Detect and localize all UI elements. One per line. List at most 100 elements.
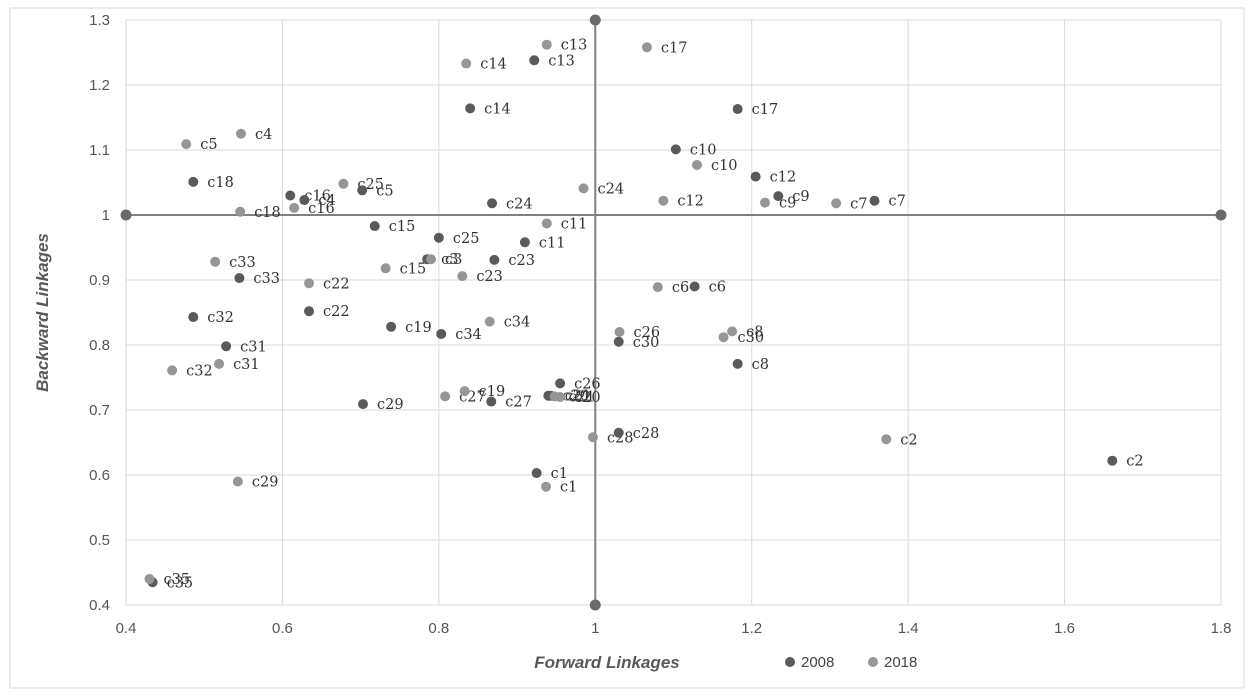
data-label: c21 xyxy=(565,389,592,405)
data-point-2008-c15 xyxy=(369,221,380,232)
data-label: c31 xyxy=(233,357,260,373)
data-point-2018-c27 xyxy=(440,391,451,402)
data-point-2018-c14 xyxy=(461,58,472,69)
data-label: c29 xyxy=(377,397,404,413)
data-label: c9 xyxy=(779,196,796,212)
data-point-2018-c8 xyxy=(727,326,738,337)
reference-lines xyxy=(120,14,1227,611)
data-label: c23 xyxy=(476,269,503,285)
data-point-2018-c3 xyxy=(426,254,437,265)
data-label: c31 xyxy=(240,339,267,355)
data-point-2008-c19 xyxy=(386,321,397,332)
data-points xyxy=(144,39,1118,588)
data-point-2008-c16 xyxy=(285,190,296,201)
x-tick-label: 1.6 xyxy=(1054,620,1075,637)
data-label: c7 xyxy=(850,196,867,212)
y-tick-label: 1.1 xyxy=(89,142,110,159)
data-label: c35 xyxy=(163,572,190,588)
x-tick-label: 1.8 xyxy=(1211,620,1232,637)
data-label: c8 xyxy=(752,357,769,373)
data-point-2008-c23 xyxy=(489,254,500,265)
data-label: c12 xyxy=(677,194,704,210)
data-label: c23 xyxy=(508,253,535,269)
data-label: c3 xyxy=(445,252,462,268)
data-point-2008-c17 xyxy=(732,104,743,115)
y-tick-label: 0.9 xyxy=(89,272,110,289)
data-label: c28 xyxy=(633,426,660,442)
data-label: c18 xyxy=(254,205,281,221)
data-label: c33 xyxy=(253,271,280,287)
data-label: c32 xyxy=(186,363,213,379)
data-point-2018-c5 xyxy=(181,139,192,150)
chart-border xyxy=(9,7,1245,689)
data-label: c11 xyxy=(561,216,588,232)
data-label: c6 xyxy=(709,280,726,296)
reference-line-end-marker xyxy=(589,14,601,26)
data-point-2008-c34 xyxy=(436,328,447,339)
data-label: c21 xyxy=(569,389,596,405)
data-label: c7 xyxy=(889,194,906,210)
data-label: c19 xyxy=(405,320,432,336)
data-point-2018-c31 xyxy=(214,358,225,369)
data-point-2008-c30 xyxy=(613,336,624,347)
y-tick-label: 1.2 xyxy=(89,77,110,94)
data-point-2018-c19 xyxy=(459,386,470,397)
x-tick-label: 0.4 xyxy=(116,620,137,637)
data-point-2018-c23 xyxy=(457,271,468,282)
x-axis-title: Forward Linkages xyxy=(534,653,679,672)
data-label: c2 xyxy=(1126,454,1143,470)
data-label: c15 xyxy=(389,219,416,235)
data-label: c11 xyxy=(539,235,566,251)
data-point-2018-c10 xyxy=(691,159,702,170)
data-point-2008-c22 xyxy=(304,306,315,317)
data-point-2008-c1 xyxy=(531,468,542,479)
data-point-2018-c16 xyxy=(289,202,300,213)
data-point-2008-c24 xyxy=(487,198,498,209)
data-point-2008-c32 xyxy=(188,312,199,323)
data-point-2008-c25 xyxy=(433,232,444,243)
data-point-2018-c6 xyxy=(652,282,663,293)
data-point-2008-c12 xyxy=(750,171,761,182)
data-label: c30 xyxy=(633,335,660,351)
x-tick-label: 1 xyxy=(591,620,599,637)
data-label: c27 xyxy=(505,395,532,411)
data-label: c30 xyxy=(738,330,765,346)
data-point-2008-c26 xyxy=(555,378,566,389)
data-label: c18 xyxy=(207,175,234,191)
y-tick-label: 0.7 xyxy=(89,402,110,419)
data-label: c16 xyxy=(304,189,331,205)
data-label: c4 xyxy=(318,193,335,209)
data-point-2018-c12 xyxy=(658,195,669,206)
data-label: c1 xyxy=(551,466,568,482)
data-label: c6 xyxy=(672,280,689,296)
tick-labels: 0.4 0.5 0.6 0.7 0.8 0.9 1 1.1 1.2 1.3 0.4 0.6 0.8 1 1.… xyxy=(89,12,1231,637)
data-point-2018-c21 xyxy=(549,391,560,402)
data-label: c16 xyxy=(308,201,335,217)
data-label: c25 xyxy=(453,231,480,247)
legend: 2008 2018 xyxy=(785,654,917,671)
data-label: c26 xyxy=(574,376,601,392)
data-point-2018-c28 xyxy=(587,432,598,443)
data-label: c9 xyxy=(792,189,809,205)
data-point-2018-c25 xyxy=(338,178,349,189)
data-point-2008-c13 xyxy=(529,55,540,66)
y-tick-label: 0.4 xyxy=(89,597,110,614)
data-label: c33 xyxy=(229,255,256,271)
y-tick-label: 0.5 xyxy=(89,532,110,549)
data-point-2008-c5 xyxy=(357,185,368,196)
data-point-2008-c9 xyxy=(773,191,784,202)
data-point-2018-c33 xyxy=(210,256,221,267)
y-tick-label: 1 xyxy=(102,207,110,224)
data-label: c29 xyxy=(252,475,279,491)
data-point-2018-c11 xyxy=(541,218,552,229)
legend-marker-2018 xyxy=(868,657,878,667)
data-label: c13 xyxy=(548,53,575,69)
legend-label-2018: 2018 xyxy=(884,654,917,671)
reference-line-end-marker xyxy=(120,209,132,221)
y-tick-label: 0.8 xyxy=(89,337,110,354)
x-tick-label: 1.4 xyxy=(898,620,919,637)
data-point-2018-c34 xyxy=(484,316,495,327)
data-label: c10 xyxy=(690,142,717,158)
